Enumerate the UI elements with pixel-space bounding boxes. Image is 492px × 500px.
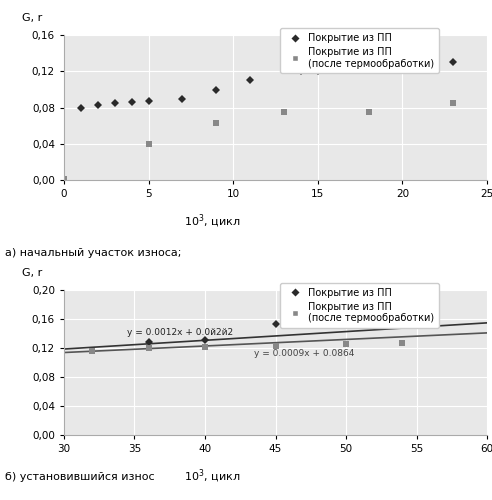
- Text: G, r: G, r: [22, 14, 42, 24]
- Legend: Покрытие из ПП, Покрытие из ПП
(после термообработки): Покрытие из ПП, Покрытие из ПП (после те…: [280, 28, 438, 74]
- Text: а) начальный участок износа;: а) начальный участок износа;: [5, 248, 181, 258]
- Text: $10^3$, цикл: $10^3$, цикл: [184, 212, 240, 230]
- Text: y = 0.0009x + 0.0864: y = 0.0009x + 0.0864: [254, 348, 355, 358]
- Text: $10^3$, цикл: $10^3$, цикл: [184, 467, 240, 484]
- Text: y = 0.0012x + 0.0й2й2: y = 0.0012x + 0.0й2й2: [127, 328, 234, 336]
- Legend: Покрытие из ПП, Покрытие из ПП
(после термообработки): Покрытие из ПП, Покрытие из ПП (после те…: [280, 283, 438, 328]
- Text: G, r: G, r: [22, 268, 42, 278]
- Text: б) установившийся износ: б) установившийся износ: [5, 472, 154, 482]
